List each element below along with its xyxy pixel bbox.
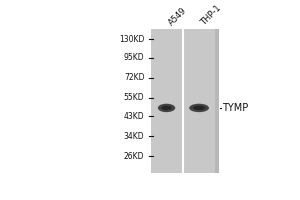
Ellipse shape [161,106,172,110]
Text: A549: A549 [167,6,188,28]
Text: THP-1: THP-1 [199,4,223,28]
Text: TYMP: TYMP [222,103,249,113]
Ellipse shape [158,104,175,112]
Ellipse shape [193,106,205,110]
Text: 72KD: 72KD [124,73,145,82]
Text: 34KD: 34KD [124,132,145,141]
Text: 55KD: 55KD [124,93,145,102]
Ellipse shape [189,104,209,112]
Bar [152,29,219,173]
Text: 130KD: 130KD [119,35,145,44]
Text: 26KD: 26KD [124,152,145,161]
Bar [183,29,215,173]
Text: 43KD: 43KD [124,112,145,121]
Bar [151,29,182,173]
Text: 95KD: 95KD [124,53,145,62]
